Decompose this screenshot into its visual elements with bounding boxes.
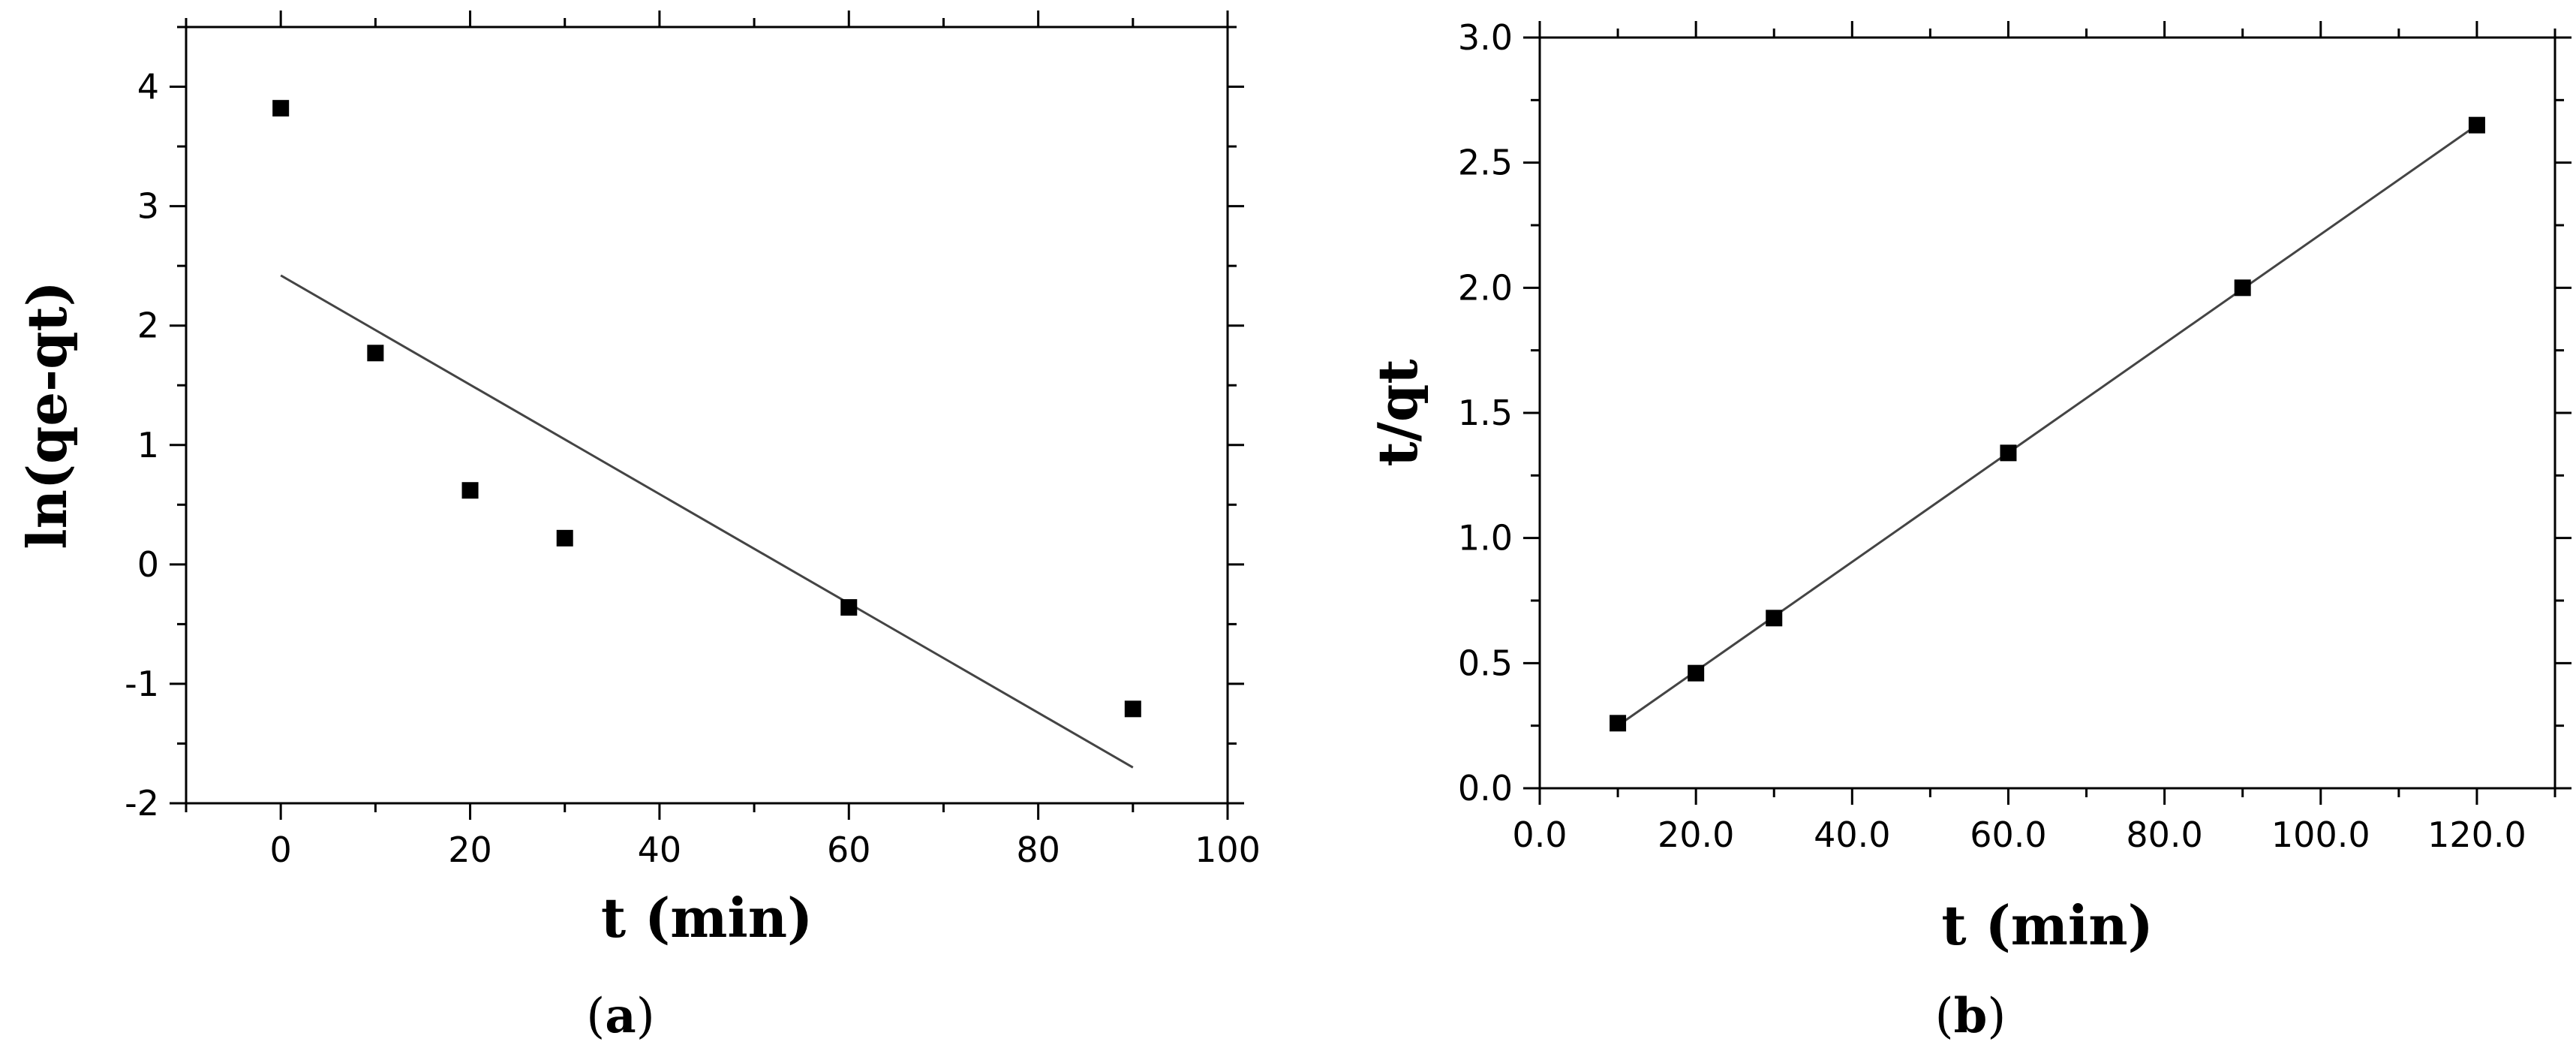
data-point: [461, 482, 479, 499]
y-tick-label: -2: [125, 783, 159, 824]
y-tick-label: 4: [137, 67, 159, 107]
x-tick-label: 0: [270, 830, 292, 870]
y-axis-title: t/qt: [1366, 359, 1429, 466]
x-tick-label: 60: [827, 830, 871, 870]
data-point: [1124, 700, 1141, 718]
y-tick-label: 1.5: [1458, 393, 1513, 433]
chart-panel-a: 0 20 40 60 80 100 -2 -1 0 1 2 3 4 t (min) ln(qe-qt) (a): [15, 11, 1261, 1044]
y-tick-label: 0: [137, 544, 159, 585]
y-tick-label: 2.0: [1458, 267, 1513, 308]
y-tick-label: 3: [137, 186, 159, 227]
x-tick-label: 80.0: [2126, 815, 2202, 855]
data-point: [2234, 279, 2251, 297]
panel-label: (a): [586, 988, 654, 1044]
x-tick-label: 80: [1016, 830, 1060, 870]
y-tick-label: 0.5: [1458, 643, 1513, 683]
x-tick-label: 40.0: [1814, 815, 1890, 855]
x-tick-label: 40: [638, 830, 682, 870]
y-tick-label: 3.0: [1458, 17, 1513, 58]
chart-panel-b: 0.0 20.0 40.0 60.0 80.0 100.0 120.0 0.0 0.5 1.0 1.…: [1366, 17, 2571, 1044]
data-point: [272, 100, 290, 117]
data-point: [2000, 444, 2017, 462]
data-point: [1766, 610, 1783, 627]
x-tick-label: 100.0: [2271, 815, 2370, 855]
data-point: [556, 529, 573, 547]
x-tick-label: 120.0: [2427, 815, 2526, 855]
fit-line: [1617, 124, 2478, 727]
x-tick-label: 60.0: [1970, 815, 2046, 855]
data-point: [1688, 664, 1705, 682]
data-point: [367, 345, 384, 362]
x-tick-label: 20: [448, 830, 492, 870]
data-point: [840, 599, 858, 616]
y-tick-label: 1.0: [1458, 518, 1513, 559]
y-tick-label: 1: [137, 425, 159, 465]
x-axis-title: t (min): [601, 886, 813, 950]
y-tick-label: 2.5: [1458, 143, 1513, 183]
y-axis-title: ln(qe-qt): [15, 281, 79, 549]
y-tick-label: -1: [125, 664, 159, 704]
panel-label: (b): [1935, 988, 2006, 1044]
x-tick-label: 20.0: [1658, 815, 1734, 855]
y-tick-label: 0.0: [1458, 768, 1513, 809]
plot-frame: [185, 26, 1229, 805]
data-point: [2468, 116, 2485, 134]
data-point: [1610, 715, 1627, 732]
y-tick-label: 2: [137, 306, 159, 346]
fit-line: [280, 274, 1134, 769]
x-axis-title: t (min): [1941, 893, 2153, 957]
x-tick-label: 0.0: [1512, 815, 1567, 855]
x-tick-label: 100: [1195, 830, 1261, 870]
